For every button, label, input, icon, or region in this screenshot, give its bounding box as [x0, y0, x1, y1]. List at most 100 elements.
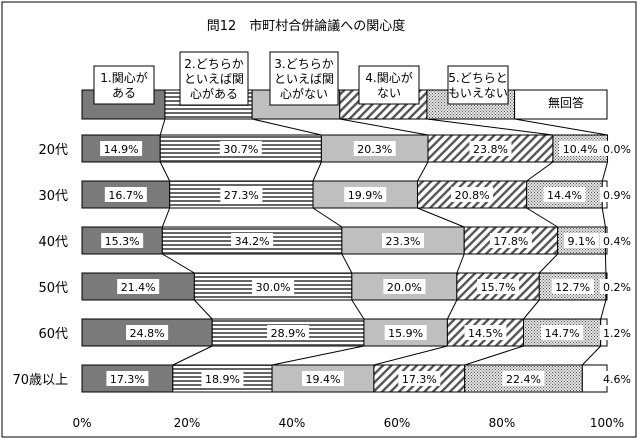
- value-label: 24.8%: [130, 327, 165, 340]
- connector-line: [339, 118, 429, 136]
- connector-line: [526, 161, 554, 182]
- bar-row-3: 15.3% 34.2% 23.3% 17.8% 9.1% 0.4%: [81, 226, 635, 255]
- value-label-bg: [451, 187, 494, 202]
- value-label: 0.4%: [603, 235, 631, 248]
- value-label-bg: [599, 325, 635, 340]
- connector-line: [271, 345, 365, 366]
- connector-line: [581, 345, 602, 366]
- x-tick-label: 100%: [590, 416, 624, 430]
- value-label-bg: [559, 141, 602, 156]
- value-label: 19.4%: [305, 373, 340, 386]
- connector-line: [426, 118, 553, 136]
- legend-label-text: ない: [377, 86, 401, 100]
- legend-label-text: もいえない: [448, 86, 508, 100]
- category-label: 70歳以上: [12, 373, 68, 388]
- value-label-bg: [383, 279, 426, 294]
- value-label: 17.3%: [110, 373, 145, 386]
- legend-label-text: 5.どちらと: [448, 71, 507, 85]
- value-label-bg: [599, 371, 635, 386]
- connector-line: [193, 299, 213, 320]
- bar-connectors: [159, 118, 609, 366]
- x-tick-label: 0%: [72, 416, 91, 430]
- connector-line: [159, 118, 166, 136]
- value-label-bg: [599, 187, 635, 202]
- bar-row-2: 16.7% 27.3% 19.9% 20.8% 14.4% 0.9%: [81, 180, 635, 209]
- value-label-bg: [101, 233, 144, 248]
- connector-line: [600, 299, 607, 320]
- value-label: 14.7%: [545, 327, 580, 340]
- connector-line: [456, 253, 465, 274]
- connector-line: [251, 118, 322, 136]
- value-label: 4.6%: [603, 373, 631, 386]
- value-label-bg: [231, 233, 274, 248]
- legend-label-text: といえば関: [184, 72, 244, 86]
- value-label-bg: [382, 233, 425, 248]
- connector-line: [312, 161, 322, 182]
- connector-line: [373, 345, 448, 366]
- value-label-bg: [353, 141, 396, 156]
- bar-segment: [446, 318, 525, 347]
- legend-label-text: 心がある: [190, 86, 238, 101]
- legend-label-text: ある: [112, 86, 136, 100]
- legend-label-box: [269, 51, 339, 106]
- value-label: 1.2%: [603, 327, 631, 340]
- connector-line: [172, 345, 213, 366]
- value-label: 15.7%: [481, 281, 516, 294]
- legend-label-6: 無回答: [536, 91, 596, 114]
- value-label: 17.3%: [402, 373, 437, 386]
- legend-label-box: [447, 65, 509, 105]
- value-label-bg: [267, 325, 310, 340]
- value-label: 19.9%: [348, 189, 383, 202]
- value-label-bg: [252, 279, 295, 294]
- value-label-bg: [541, 325, 584, 340]
- category-label: 40代: [38, 235, 68, 250]
- chart-title: 問12 市町村合併論議への関心度: [207, 18, 406, 34]
- category-label: 30代: [38, 189, 68, 204]
- x-tick-label: 80%: [489, 416, 516, 430]
- legend-label-text: 3.どちらか: [274, 57, 333, 71]
- bar-row-5: 24.8% 28.9% 15.9% 14.5% 14.7% 1.2%: [81, 318, 635, 347]
- value-label-bg: [344, 187, 387, 202]
- value-label: 15.9%: [388, 327, 423, 340]
- value-label: 14.9%: [104, 143, 139, 156]
- legend-label-box: [536, 91, 596, 114]
- value-label-bg: [599, 279, 635, 294]
- legend-label-box: [93, 65, 155, 105]
- connector-line: [514, 118, 608, 136]
- value-label: 12.7%: [555, 281, 590, 294]
- value-label: 16.7%: [108, 189, 143, 202]
- value-label: 0.2%: [603, 281, 631, 294]
- value-label-bg: [104, 187, 147, 202]
- connector-line: [526, 207, 558, 228]
- value-label: 30.0%: [256, 281, 291, 294]
- category-label: 50代: [38, 281, 68, 296]
- value-label-bg: [543, 187, 586, 202]
- legend-label-text: 1.関心が: [100, 70, 147, 85]
- value-label-bg: [599, 233, 635, 248]
- connector-line: [161, 207, 171, 228]
- value-label-bg: [220, 187, 263, 202]
- bar-row-1: 14.9% 30.7% 20.3% 23.8% 10.4% 0.0%: [81, 134, 635, 163]
- legend-label-text: 無回答: [548, 95, 584, 110]
- connector-line: [523, 299, 540, 320]
- value-label: 22.4%: [506, 373, 541, 386]
- value-label-bg: [201, 371, 244, 386]
- value-label-bg: [384, 325, 427, 340]
- legend-label-text: といえば関: [274, 72, 334, 86]
- value-label: 0.9%: [603, 189, 631, 202]
- value-label-bg: [551, 279, 594, 294]
- x-tick-label: 20%: [174, 416, 201, 430]
- connector-line: [162, 253, 195, 274]
- value-label-bg: [106, 371, 149, 386]
- value-label: 9.1%: [568, 235, 596, 248]
- bar-row-6: 17.3% 18.9% 19.4% 17.3% 22.4% 4.6%: [81, 364, 635, 393]
- legend-label-text: 2.どちらか: [184, 57, 243, 71]
- connector-line: [446, 299, 458, 320]
